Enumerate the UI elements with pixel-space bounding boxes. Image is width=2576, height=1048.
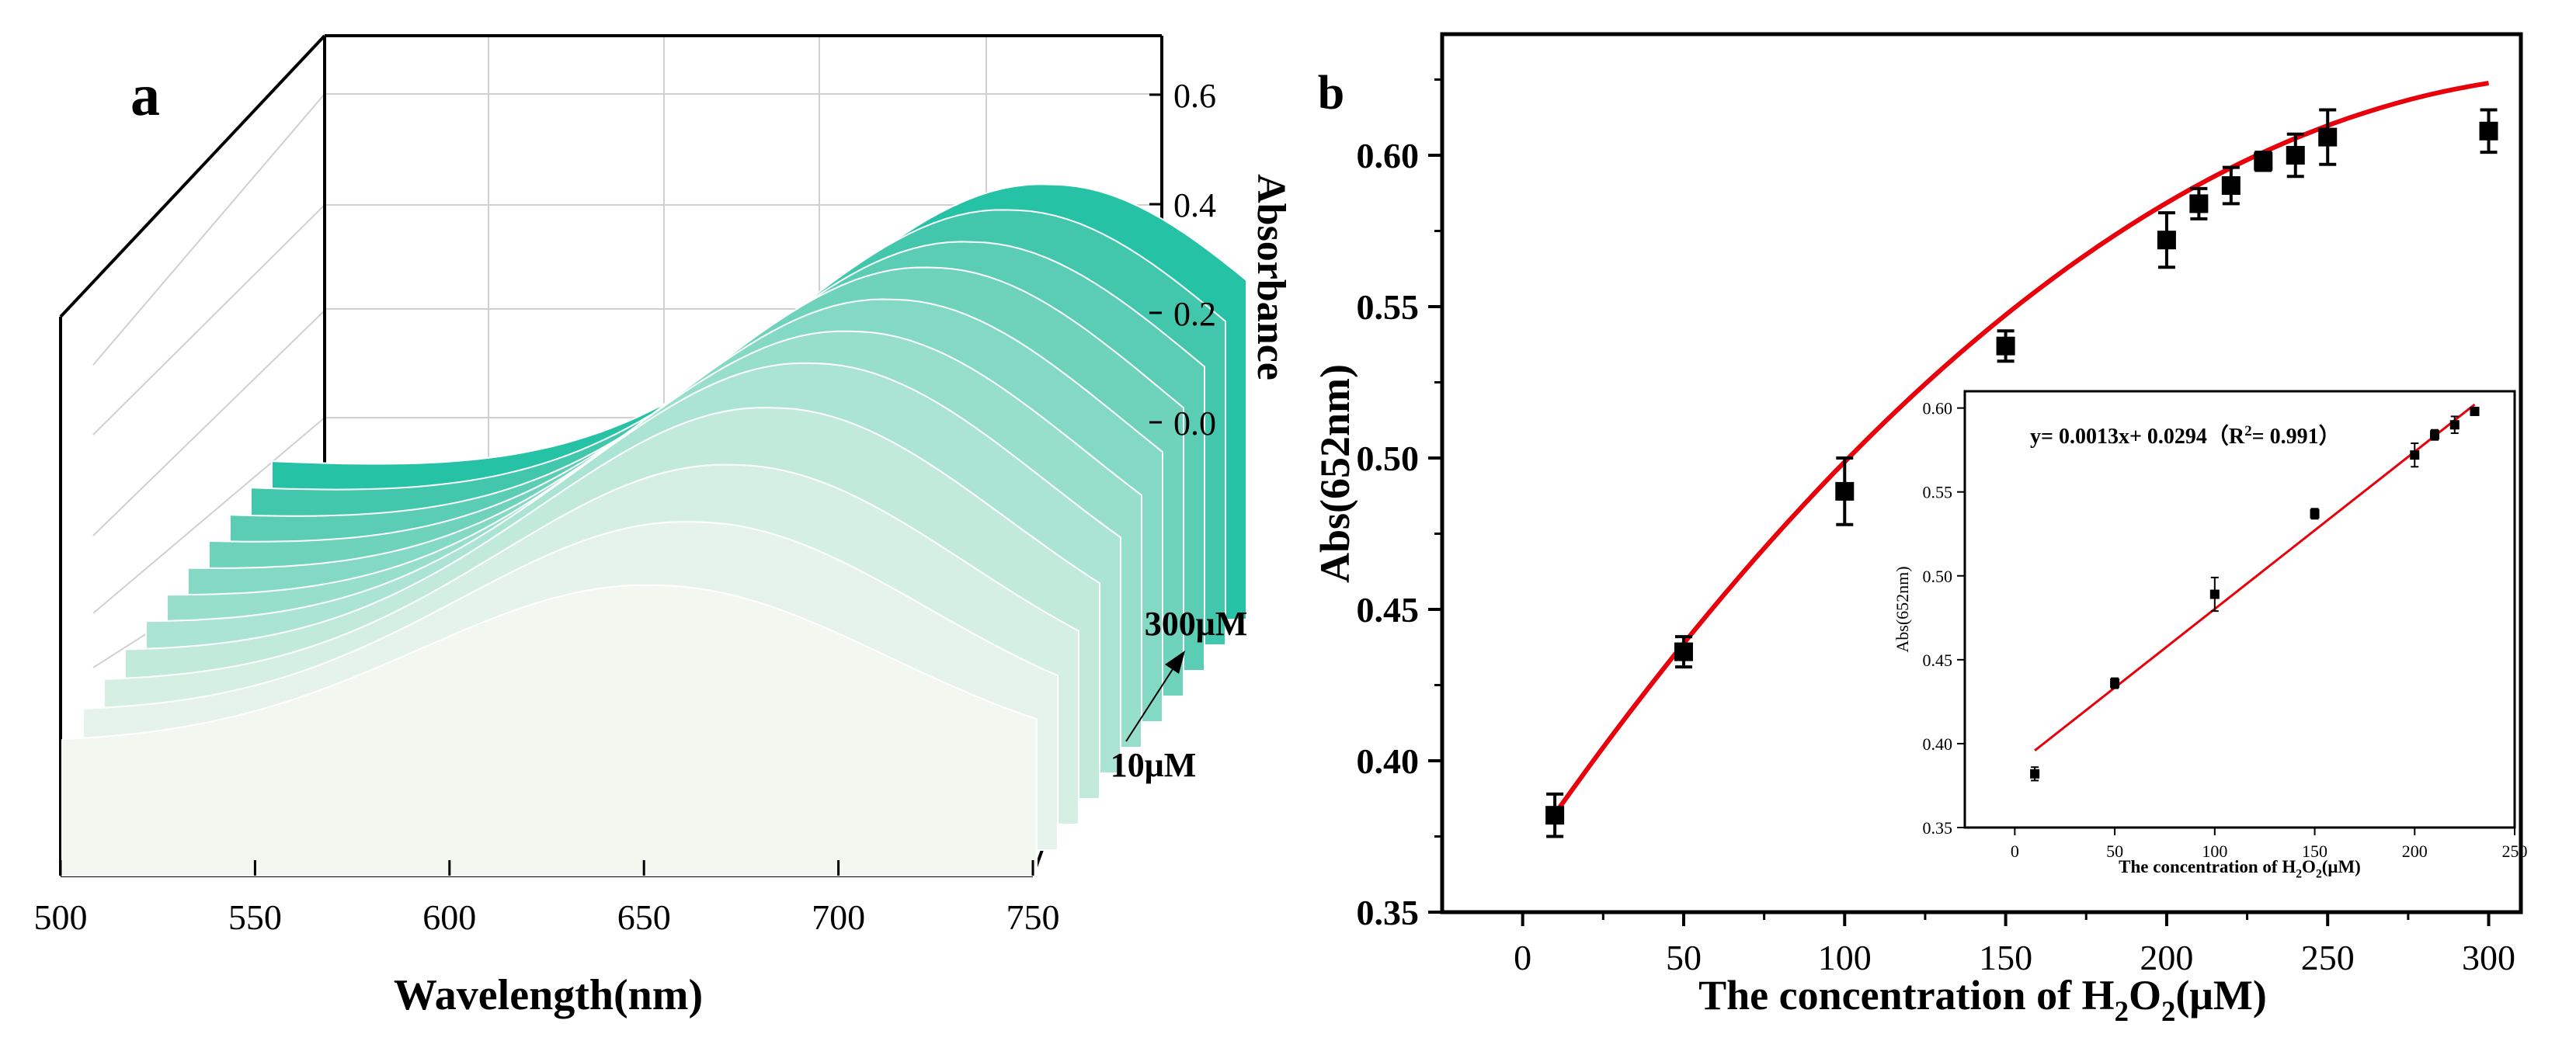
- x-tick-label: 750: [1006, 897, 1060, 937]
- plot-frame: [1440, 32, 2523, 914]
- series-arrow-line: [1125, 668, 1173, 742]
- data-point: [2318, 127, 2338, 147]
- series-arrow-head: [1165, 651, 1185, 674]
- x-tick-label: 500: [34, 897, 88, 937]
- inset-x-tick-label: 0: [2011, 842, 2019, 861]
- grid-diagonal: [92, 417, 325, 614]
- inset-chart: 0 50 100 150 200 250 0.35 0.40 0.45 0.50 0.55 0.60 T…: [1893, 390, 2528, 880]
- data-point: [2157, 231, 2176, 250]
- inset-data-point: [2030, 769, 2040, 779]
- data-points: [1545, 108, 2498, 838]
- data-point: [1545, 806, 1565, 825]
- x-tick-label: 600: [422, 897, 476, 937]
- spectra: [61, 183, 1247, 876]
- inset-x-axis-label: The concentration of H2O2(μM): [2119, 857, 2361, 880]
- x-tick-label: 150: [1979, 938, 2032, 977]
- inset-x-tick-label: 200: [2402, 842, 2428, 861]
- inset-data-point: [2449, 420, 2460, 430]
- inset-frame: [1963, 390, 2516, 829]
- data-point: [2479, 121, 2498, 141]
- y-ticks: 0.35 0.40 0.45 0.50 0.55 0.60: [1357, 78, 1442, 932]
- inset-y-axis-label: Abs(652nm): [1893, 566, 1912, 652]
- y-tick-label: 0.60: [1357, 136, 1420, 175]
- y-tick-label: 0.35: [1357, 893, 1420, 932]
- grid-diagonal: [92, 93, 325, 366]
- inset-equation: y= 0.0013x+ 0.0294（R2= 0.991）: [2030, 423, 2341, 449]
- x-axis-label: Wavelength(nm): [394, 971, 703, 1019]
- fit-curve: [1552, 81, 2489, 816]
- x-ticks: 0 50 100 150 200 250 300: [1514, 912, 2515, 977]
- inset-x-tick-label: 50: [2106, 842, 2123, 861]
- panel-label-a: a: [130, 63, 160, 128]
- back-wall-grid: [92, 36, 1162, 668]
- z-tick-label: 0.0: [1173, 404, 1216, 442]
- x-tick-label: 0: [1514, 938, 1531, 977]
- y-tick-label: 0.55: [1357, 287, 1420, 327]
- data-point: [2286, 146, 2305, 165]
- inset-x-tick-label: 150: [2302, 842, 2327, 861]
- data-point: [2221, 176, 2241, 195]
- x-tick-label: 300: [2462, 938, 2515, 977]
- z-tick-label: 0.4: [1173, 186, 1216, 224]
- x-tick-label: 550: [228, 897, 282, 937]
- inset-y-tick-label: 0.60: [1923, 399, 1953, 418]
- panel-a: 500 550 600 650 700 750Wavelength(nm)0.00.20.…: [34, 34, 1293, 1019]
- data-point: [1996, 336, 2015, 356]
- x-tick-label: 50: [1666, 938, 1702, 977]
- inset-y-tick-label: 0.50: [1923, 567, 1953, 586]
- grid-diagonal: [92, 310, 325, 536]
- z-tick-label: 0.6: [1173, 77, 1216, 115]
- inset-y-tick-label: 0.40: [1923, 734, 1953, 754]
- frame-top-diagonal: [59, 34, 326, 318]
- inset-data-point: [2470, 406, 2480, 416]
- data-point: [1835, 481, 1855, 501]
- inset-data-point: [2410, 450, 2420, 460]
- grid-diagonal: [92, 204, 325, 436]
- inset-x-tick-label: 250: [2502, 842, 2528, 861]
- inset-y-tick-label: 0.45: [1923, 651, 1953, 670]
- data-point: [2254, 151, 2273, 171]
- x-tick-label: 700: [812, 897, 865, 937]
- x-tick-label: 200: [2140, 938, 2193, 977]
- data-point: [1674, 642, 1693, 661]
- inset-data-point: [2430, 430, 2440, 440]
- inset-x-tick-label: 100: [2202, 842, 2227, 861]
- x-tick-label: 100: [1818, 938, 1872, 977]
- x-tick-label: 650: [617, 897, 671, 937]
- spectrum-10μM: [61, 584, 1038, 876]
- panel-label-b: b: [1318, 67, 1344, 120]
- data-point: [2189, 194, 2209, 213]
- inset-data-point: [2110, 678, 2120, 689]
- y-tick-label: 0.50: [1357, 439, 1420, 478]
- inset-y-tick-label: 0.55: [1923, 483, 1953, 502]
- y-axis-label: Abs(652nm): [1312, 364, 1358, 583]
- panel-b: 0 50 100 150 200 250 3000.350.400.450.500.550.…: [1312, 32, 2528, 1027]
- inset-data-point: [2209, 589, 2220, 599]
- x-ticks: 500 550 600 650 700 750: [34, 860, 1060, 937]
- z-tick-label: 0.2: [1173, 295, 1216, 333]
- series-label-first: 10μM: [1111, 746, 1196, 784]
- z-axis-label: Absorbance: [1249, 174, 1293, 380]
- z-ticks: 0.0 0.2 0.4 0.6: [1149, 77, 1216, 442]
- inset-fit-line: [2034, 403, 2476, 752]
- x-tick-label: 250: [2301, 938, 2355, 977]
- y-tick-label: 0.40: [1357, 741, 1420, 781]
- inset-y-tick-label: 0.35: [1923, 818, 1953, 838]
- series-label-last: 300μM: [1145, 605, 1247, 643]
- y-tick-label: 0.45: [1357, 590, 1420, 630]
- inset-data-point: [2310, 508, 2320, 519]
- x-axis-label: The concentration of H2O2(μM): [1698, 972, 2267, 1027]
